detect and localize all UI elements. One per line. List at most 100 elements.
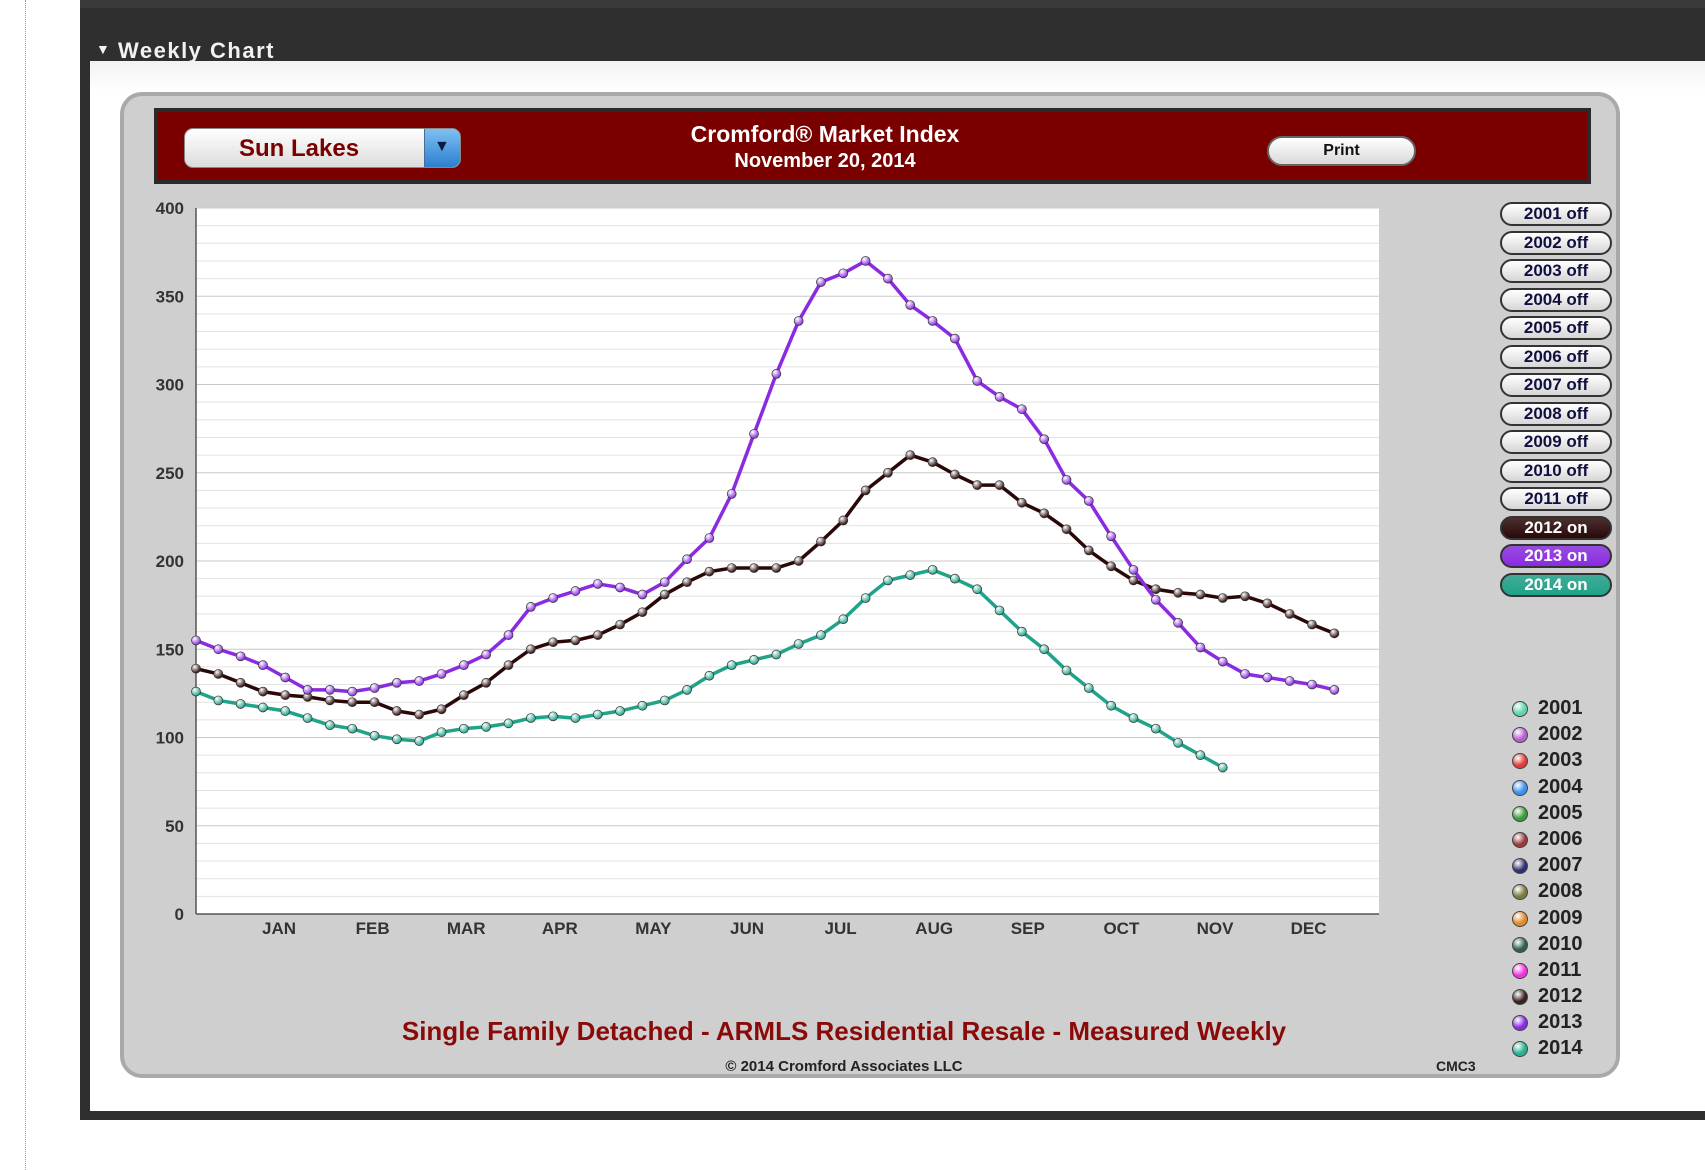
- data-point-2012: [860, 485, 871, 496]
- legend-dot-icon: [1512, 805, 1528, 822]
- data-point-2012: [726, 563, 737, 573]
- data-point-2014: [347, 723, 358, 734]
- data-point-2013: [592, 579, 603, 589]
- page-guide-line: [25, 0, 26, 1170]
- data-point-2014: [1061, 665, 1072, 676]
- data-point-2013: [213, 644, 224, 655]
- data-point-2013: [436, 669, 447, 679]
- data-point-2013: [704, 533, 715, 543]
- data-point-2014: [927, 564, 938, 575]
- legend-dot-icon: [1512, 936, 1528, 953]
- chart-code: CMC3: [1436, 1058, 1476, 1074]
- legend-label: 2005: [1538, 801, 1583, 824]
- legend-dot-icon: [1512, 910, 1528, 927]
- data-point-2012: [771, 563, 782, 573]
- year-toggle-2014[interactable]: 2014 on: [1500, 572, 1612, 597]
- x-tick-label: APR: [542, 919, 578, 938]
- data-point-2014: [771, 649, 782, 660]
- x-tick-label: AUG: [915, 919, 953, 938]
- data-point-2013: [860, 256, 871, 266]
- data-point-2013: [1061, 474, 1072, 485]
- data-point-2013: [570, 586, 581, 596]
- data-point-2013: [414, 676, 425, 686]
- legend-dot-icon: [1512, 831, 1528, 848]
- data-point-2012: [1307, 619, 1317, 630]
- year-toggle-2003[interactable]: 2003 off: [1500, 259, 1612, 283]
- data-point-2012: [235, 677, 246, 688]
- dropdown-arrow-button[interactable]: ▼: [424, 129, 460, 167]
- data-point-2014: [1217, 762, 1228, 773]
- legend-label: 2009: [1538, 906, 1583, 929]
- legend-dot-icon: [1512, 753, 1528, 770]
- data-point-2013: [369, 683, 380, 693]
- data-point-2014: [1195, 750, 1206, 761]
- data-point-2013: [994, 392, 1005, 402]
- legend-dot-icon: [1512, 727, 1528, 744]
- year-toggle-2004[interactable]: 2004 off: [1500, 287, 1612, 312]
- data-point-2013: [1150, 594, 1161, 605]
- legend-label: 2001: [1538, 697, 1583, 719]
- data-point-2014: [950, 573, 960, 584]
- data-point-2012: [1128, 575, 1139, 586]
- data-point-2012: [1329, 628, 1340, 639]
- y-tick-label: 300: [156, 376, 184, 395]
- chart-card: Sun Lakes ▼ Cromford® Market Index Novem…: [120, 92, 1620, 1078]
- collapse-triangle-icon[interactable]: ▼: [96, 41, 110, 57]
- data-point-2012: [927, 457, 938, 468]
- data-point-2013: [749, 429, 759, 439]
- data-point-2012: [1150, 584, 1161, 595]
- data-point-2014: [860, 593, 871, 603]
- panel-header[interactable]: ▼ Weekly Chart: [80, 22, 1705, 66]
- legend-label: 2008: [1538, 880, 1583, 903]
- data-point-2012: [1039, 508, 1050, 519]
- data-point-2013: [1017, 404, 1027, 415]
- data-point-2014: [392, 734, 402, 745]
- data-point-2013: [1240, 669, 1250, 679]
- y-tick-label: 150: [156, 640, 184, 659]
- data-point-2014: [1083, 683, 1094, 693]
- legend-label: 2002: [1538, 723, 1583, 746]
- region-select[interactable]: Sun Lakes ▼: [184, 128, 461, 168]
- legend-dot-icon: [1512, 701, 1528, 717]
- data-point-2012: [213, 669, 224, 679]
- data-point-2013: [392, 677, 402, 688]
- line-chart: 0 50 100 150 200 250 300 350 400 JAN FEB MAR APR MAY J…: [156, 199, 1379, 938]
- year-toggle-2007[interactable]: 2007 off: [1500, 373, 1612, 397]
- data-point-2012: [1083, 545, 1094, 556]
- data-point-2012: [838, 515, 849, 526]
- y-tick-label: 400: [156, 199, 184, 218]
- year-toggle-2005[interactable]: 2005 off: [1500, 316, 1612, 340]
- data-point-2013: [659, 577, 670, 588]
- year-toggle-2002[interactable]: 2002 off: [1500, 230, 1612, 255]
- year-toggle-2001[interactable]: 2001 off: [1500, 202, 1612, 226]
- data-point-2012: [592, 630, 603, 640]
- data-point-2012: [659, 589, 670, 600]
- data-point-2014: [436, 727, 447, 738]
- legend-dot-icon: [1512, 858, 1528, 875]
- legend-label: 2004: [1538, 775, 1583, 798]
- data-point-2012: [883, 467, 893, 478]
- year-toggle-2006[interactable]: 2006 off: [1500, 344, 1612, 369]
- data-point-2012: [481, 677, 492, 688]
- print-button[interactable]: Print: [1267, 136, 1416, 166]
- year-toggle-2012[interactable]: 2012 on: [1500, 515, 1612, 540]
- x-tick-label: SEP: [1011, 919, 1045, 938]
- data-point-2013: [1083, 496, 1094, 506]
- year-toggle-2011[interactable]: 2011 off: [1500, 487, 1612, 511]
- y-tick-label: 0: [175, 905, 184, 924]
- data-point-2013: [927, 316, 938, 326]
- data-point-2014: [280, 706, 291, 716]
- year-toggle-2009[interactable]: 2009 off: [1500, 430, 1612, 454]
- year-toggle-2010[interactable]: 2010 off: [1500, 458, 1612, 483]
- legend-label: 2010: [1538, 932, 1583, 955]
- data-point-2014: [1017, 626, 1027, 637]
- data-point-2012: [1240, 591, 1250, 602]
- data-point-2014: [213, 695, 224, 706]
- data-point-2012: [1262, 598, 1273, 609]
- year-toggle-2013[interactable]: 2013 on: [1500, 544, 1612, 568]
- year-toggle-2008[interactable]: 2008 off: [1500, 401, 1612, 426]
- data-point-2012: [1106, 561, 1117, 572]
- data-point-2013: [302, 684, 313, 695]
- data-point-2014: [615, 706, 625, 716]
- data-point-2013: [525, 602, 536, 612]
